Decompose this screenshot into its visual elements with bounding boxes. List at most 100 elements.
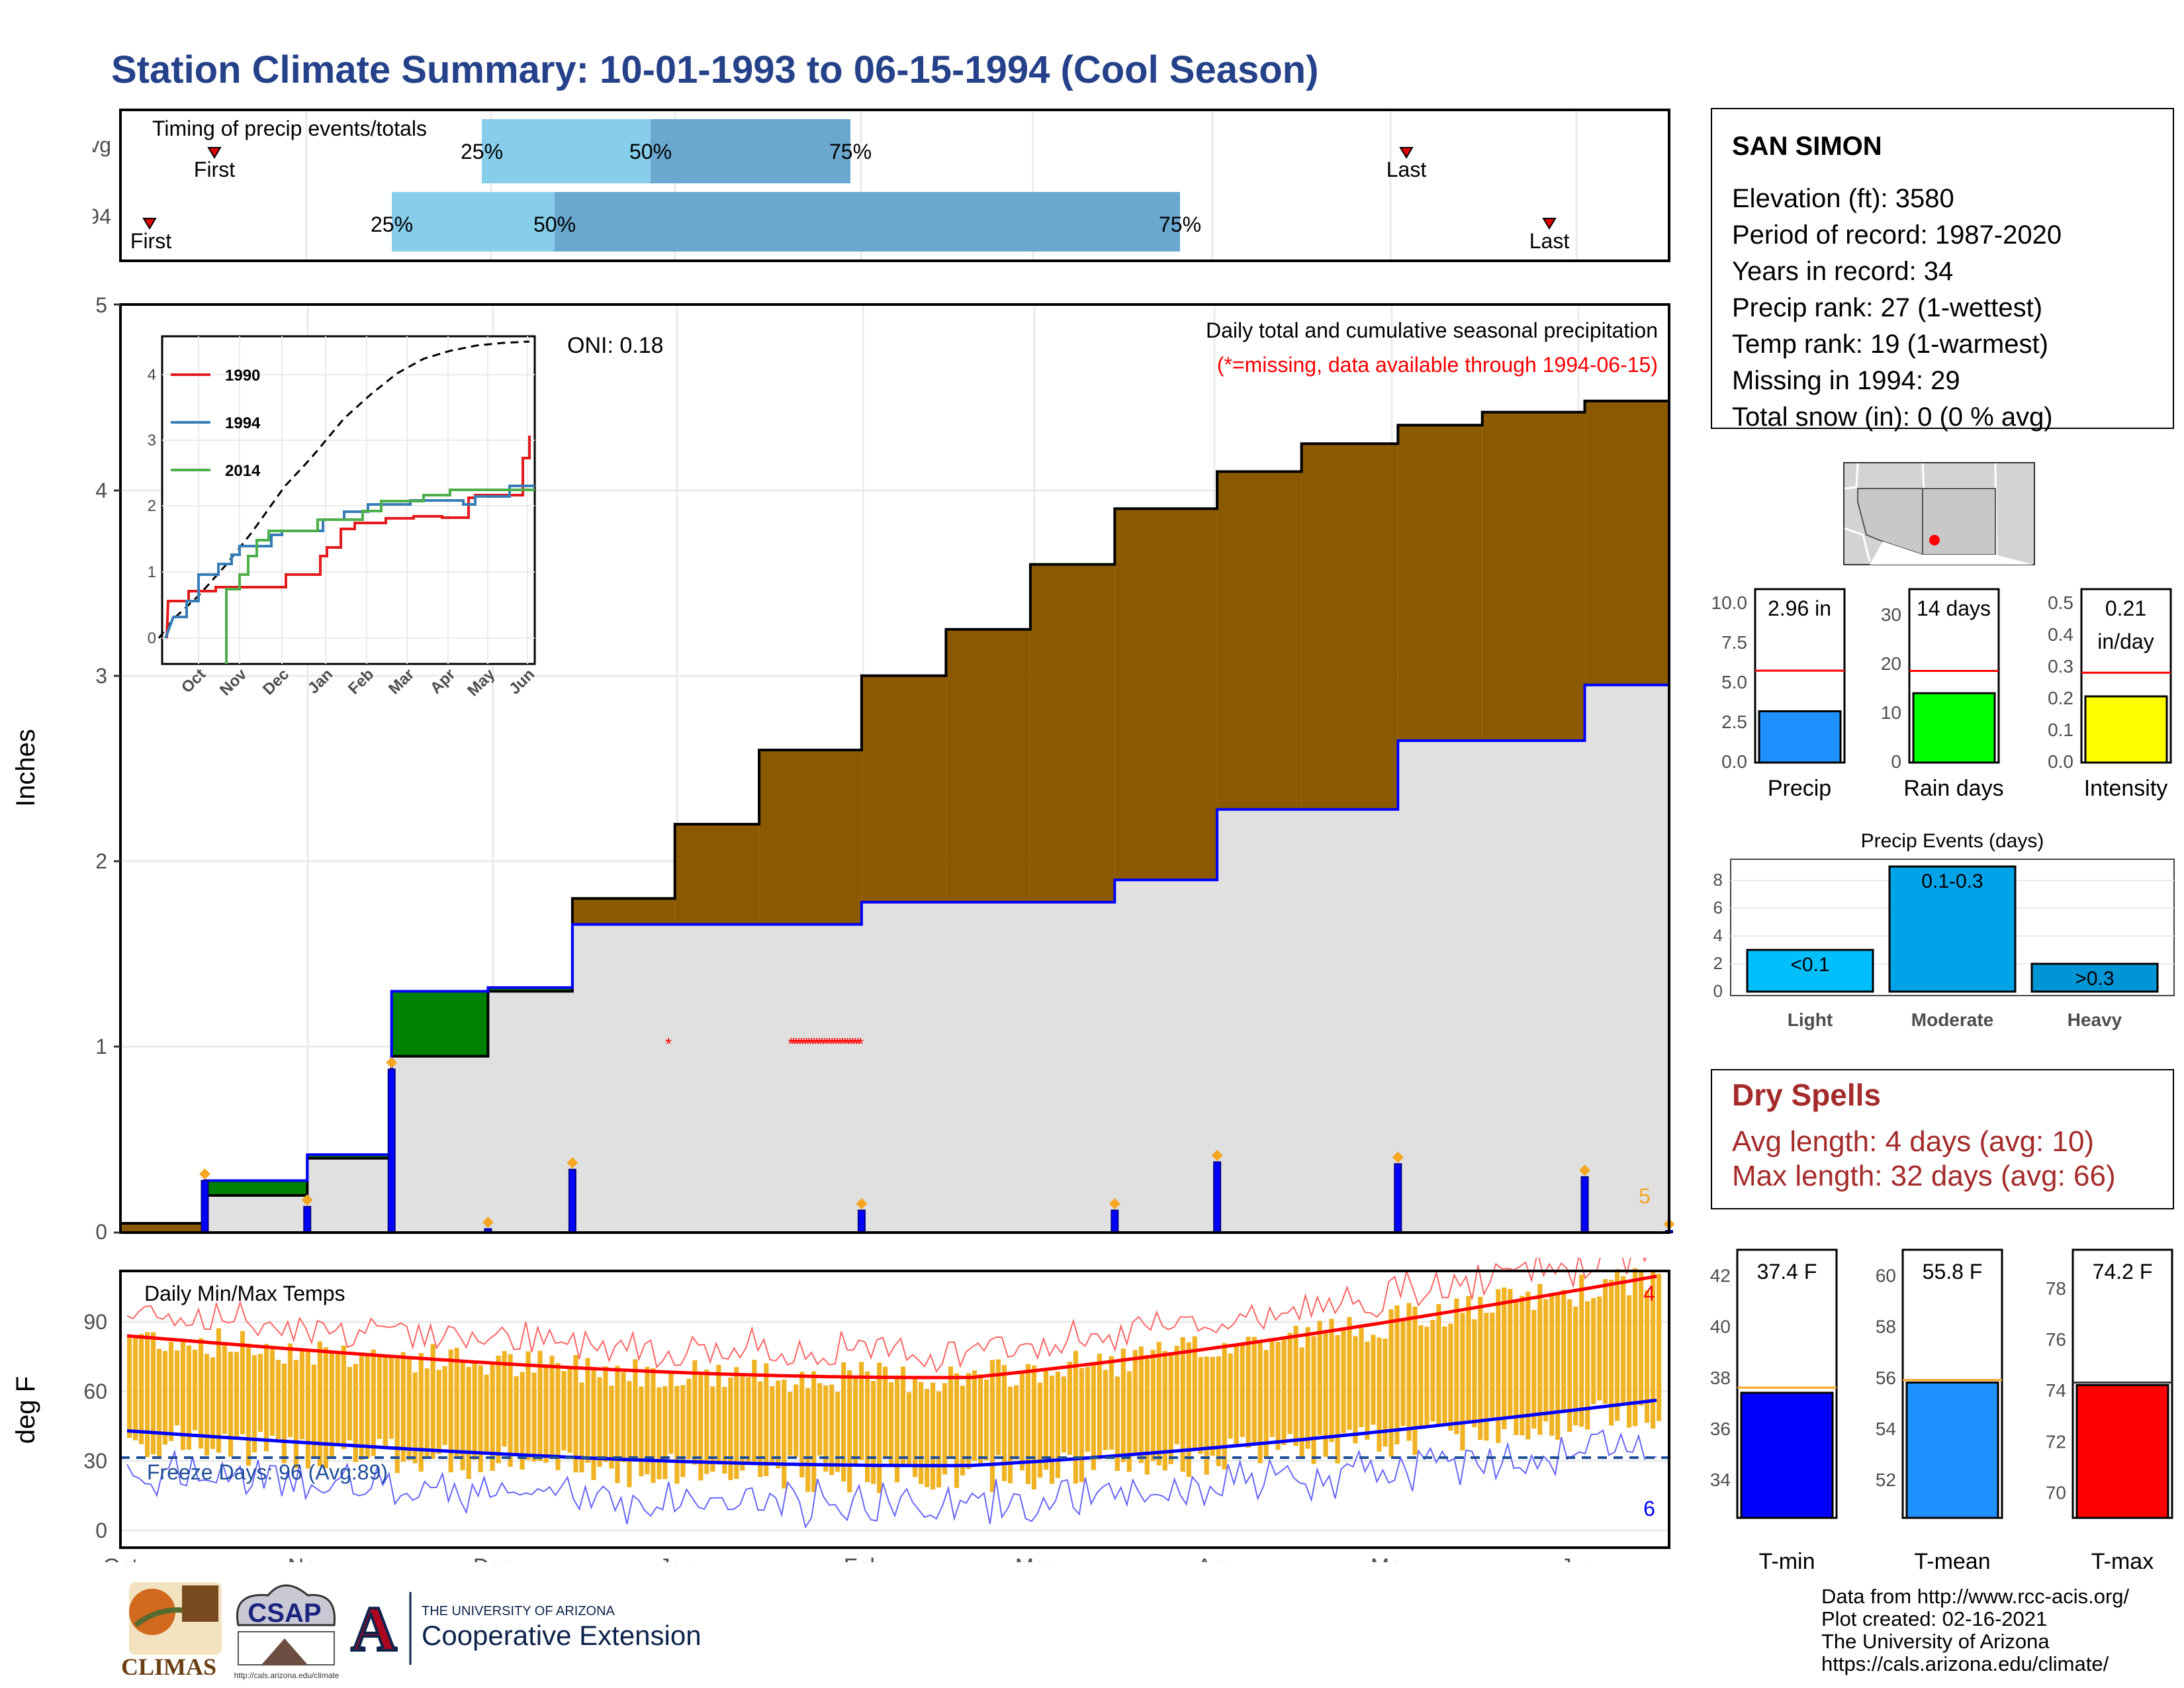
tmean-chart: 55.8 F 52 54 56 58 60 T-mean — [1876, 1248, 2003, 1574]
precip-ytick-marks — [114, 303, 120, 1234]
category-moderate: Moderate — [1911, 1009, 1993, 1030]
precip-events-title: Precip Events (days) — [1861, 830, 2044, 852]
logos: CLIMAS CSAP http://cals.arizona.edu/clim… — [121, 1582, 702, 1680]
daily-temp-bar — [1287, 1333, 1293, 1434]
month-axis: Oct Nov Dec Jan Feb Mar Apr May Jun — [103, 1554, 1597, 1562]
daily-temp-bar — [823, 1385, 829, 1472]
daily-temp-bar — [1543, 1299, 1549, 1422]
daily-temp-bar — [1496, 1289, 1501, 1443]
daily-temp-bar — [1424, 1327, 1430, 1427]
daily-temp-bar — [989, 1360, 995, 1492]
precip-ylabel: Inches — [11, 729, 40, 807]
daily-temp-bar — [1460, 1313, 1465, 1451]
daily-temp-bar — [811, 1371, 817, 1493]
category-heavy: Heavy — [2068, 1009, 2122, 1030]
tmean-value: 55.8 F — [1923, 1260, 1983, 1284]
csap-text: CSAP — [248, 1599, 321, 1628]
daily-temp-bar — [1394, 1305, 1400, 1444]
precip-value: 2.96 in — [1768, 596, 1831, 620]
temp-ytick: 56 — [1876, 1368, 1896, 1388]
tmax-chart: 74.2 F 70 72 74 76 78 T-max — [2046, 1248, 2173, 1574]
temp-bars — [127, 1268, 1662, 1493]
deficit-band — [1301, 444, 1398, 810]
daily-temp-bar — [782, 1380, 787, 1489]
temp-ytick: 70 — [2046, 1482, 2066, 1503]
deficit-band — [1482, 412, 1585, 741]
daily-temp-bar — [1246, 1336, 1251, 1448]
daily-temp-bar — [377, 1356, 382, 1439]
svg-text:0.0: 0.0 — [2048, 751, 2073, 772]
source-university: The University of Arizona — [1821, 1630, 2050, 1653]
daily-temp-bar — [388, 1354, 394, 1439]
intensity-value: 0.21 — [2105, 596, 2146, 620]
daily-temp-bar — [1490, 1312, 1495, 1418]
daily-temp-bar — [776, 1380, 781, 1469]
deficit-band — [391, 991, 488, 1056]
daily-temp-bar — [918, 1382, 924, 1484]
daily-temp-bar — [400, 1352, 406, 1462]
svg-text:2: 2 — [95, 849, 107, 873]
year-cumulative-line — [120, 683, 1670, 1234]
record-marker — [1211, 1149, 1223, 1161]
daily-temp-bar — [573, 1355, 578, 1473]
avg-last-marker — [1399, 147, 1414, 159]
tmean-label: T-mean — [1914, 1549, 1990, 1574]
daily-temp-bar — [162, 1350, 168, 1445]
daily-temp-bar — [484, 1374, 489, 1454]
svg-text:1: 1 — [95, 1035, 107, 1058]
precip-events-chart: Precip Events (days) <0.10.1-0.3>0.3 02 … — [1713, 830, 2175, 1030]
ua-logo: A THE UNIVERSITY OF ARIZONA Cooperative … — [349, 1592, 702, 1665]
temp-ytick: 74 — [2046, 1380, 2066, 1401]
deficit-band — [488, 987, 572, 992]
daily-precip-bar — [1580, 1176, 1589, 1234]
daily-temp-bar — [900, 1366, 906, 1466]
daily-temp-bar — [1257, 1340, 1263, 1464]
deficit-band — [205, 1180, 308, 1196]
daily-temp-bar — [1484, 1313, 1489, 1441]
svg-text:7.5: 7.5 — [1721, 632, 1747, 653]
daily-temp-bar — [1120, 1348, 1126, 1462]
intensity-mini-chart: 0.21 in/day 0.0 0.1 0.2 0.3 0.4 0.5 Intensi… — [2048, 588, 2172, 801]
temp-ytick: 42 — [1710, 1266, 1731, 1286]
daily-temp-bar — [1514, 1301, 1519, 1435]
temp-title: Daily Min/Max Temps — [144, 1282, 345, 1305]
daily-precip-bar — [387, 1068, 396, 1234]
daily-temp-bar — [555, 1363, 561, 1470]
avg-first-label: First — [194, 158, 235, 181]
daily-temp-bar — [454, 1348, 459, 1458]
daily-temp-bar — [948, 1366, 954, 1458]
daily-temp-bar — [257, 1354, 263, 1432]
y1994-q75: 75% — [1159, 212, 1201, 236]
daily-temp-bar — [1150, 1350, 1156, 1462]
tmin-chart: 37.4 F 34 36 38 40 42 T-min — [1710, 1248, 1838, 1574]
inset-line-2014 — [225, 489, 535, 664]
station-name: SAN SIMON — [1732, 132, 1882, 161]
deficit-band — [1398, 425, 1482, 741]
daily-temp-bar — [1251, 1336, 1257, 1446]
daily-temp-bar — [1579, 1274, 1584, 1427]
ua-small-text: THE UNIVERSITY OF ARIZONA — [422, 1604, 615, 1618]
daily-temp-bar — [496, 1356, 501, 1464]
daily-temp-bar — [579, 1382, 584, 1473]
daily-temp-bar — [561, 1371, 567, 1451]
svg-text:4: 4 — [1713, 925, 1723, 945]
daily-temp-bar — [1055, 1371, 1060, 1478]
daily-temp-bar — [1454, 1298, 1459, 1434]
daily-temp-bar — [1198, 1356, 1203, 1454]
daily-temp-bar — [228, 1351, 234, 1457]
daily-temp-bar — [1335, 1335, 1340, 1464]
daily-temp-bar — [1329, 1319, 1334, 1442]
climas-text: CLIMAS — [121, 1654, 216, 1680]
svg-text:0: 0 — [1713, 981, 1723, 1001]
daily-temp-bar — [1037, 1382, 1043, 1478]
daily-temp-bar — [615, 1366, 620, 1483]
y1994-first-marker — [142, 218, 157, 230]
avg-last-label: Last — [1387, 158, 1427, 181]
daily-temp-bar — [1406, 1303, 1412, 1441]
deficit-band — [861, 675, 946, 902]
svg-text:Dec: Dec — [473, 1554, 513, 1562]
daily-temp-bar — [305, 1350, 310, 1469]
daily-temp-bar — [1442, 1326, 1447, 1426]
record-max-line — [126, 1258, 1647, 1374]
daily-temp-bar — [794, 1384, 799, 1457]
